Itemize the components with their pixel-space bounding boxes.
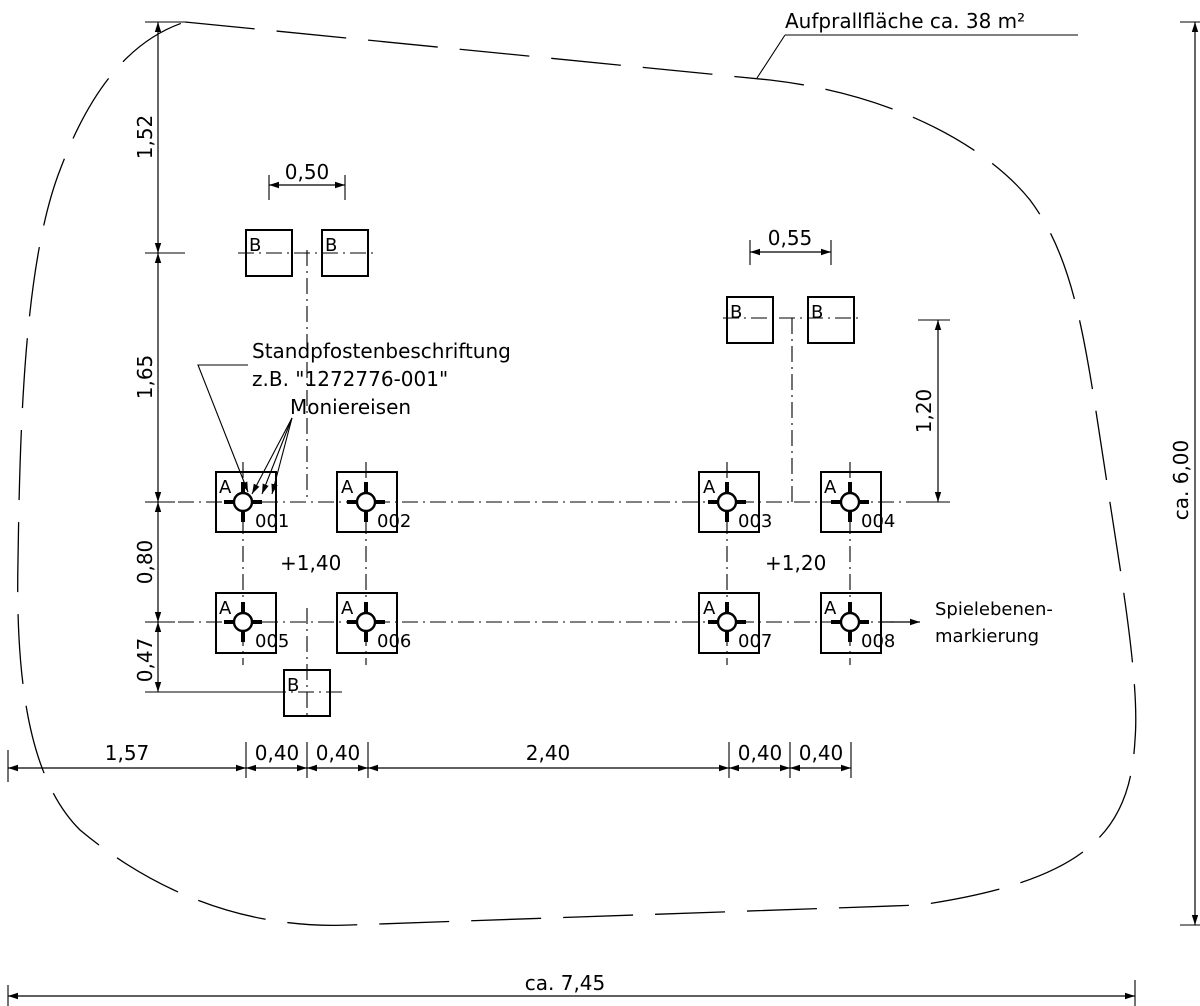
height-right: +1,20 (765, 551, 826, 575)
impact-area-label: Aufprallfläche ca. 38 m² (785, 9, 1025, 33)
post-number: 001 (255, 511, 289, 532)
dim-v-right: 1,20 (912, 389, 936, 434)
dim-total-height: ca. 6,00 (1169, 440, 1193, 521)
total-height-dimension: ca. 6,00 (1169, 21, 1200, 926)
b-marker-label: B (249, 235, 261, 256)
leader-lines (197, 34, 1078, 626)
dim-h-2: 0,40 (255, 741, 300, 765)
impact-area-outline (17, 21, 1137, 926)
dim-h-6: 0,40 (799, 741, 844, 765)
post-number: 007 (738, 631, 772, 652)
post-type: A (219, 598, 232, 619)
level-marking-label-1: Spielebenen- (935, 599, 1053, 620)
posts: A 001 A 002 A 003 A 004 (215, 471, 895, 654)
horizontal-dimension-chain: 1,57 0,40 0,40 2,40 0,40 0,40 (7, 741, 852, 782)
post-number: 005 (255, 631, 289, 652)
post-label-annotation: Standpfostenbeschriftung (252, 339, 511, 363)
dim-v-top: 1,52 (133, 115, 157, 160)
post-003: A 003 (698, 471, 772, 533)
post-007: A 007 (698, 592, 772, 654)
right-vertical-dimension: 1,20 (912, 319, 950, 503)
dim-h-1: 1,57 (105, 741, 150, 765)
annotations: Aufprallfläche ca. 38 m² Standpfostenbes… (252, 9, 1053, 647)
post-number: 002 (377, 511, 411, 532)
post-005: A 005 (215, 592, 289, 654)
dim-h-5: 0,40 (738, 741, 783, 765)
post-number: 003 (738, 511, 772, 532)
post-label-example: z.B. "1272776-001" (252, 367, 448, 391)
post-type: A (341, 477, 354, 498)
b-marker-label: B (730, 302, 742, 323)
post-type: A (824, 477, 837, 498)
b-markers: B B B B B (245, 229, 855, 717)
b-marker: B (726, 296, 774, 344)
rebar-label: Moniereisen (290, 395, 411, 419)
level-marking-label-2: markierung (935, 626, 1039, 647)
b-marker: B (807, 296, 855, 344)
b-marker: B (245, 229, 293, 277)
b-marker-label: B (287, 675, 299, 696)
dim-v-mid: 1,65 (133, 355, 157, 400)
post-number: 004 (861, 511, 895, 532)
b-marker-label: B (811, 302, 823, 323)
dim-v-bottom: 0,47 (133, 638, 157, 683)
post-type: A (824, 598, 837, 619)
post-type: A (703, 477, 716, 498)
dim-width-b-right: 0,55 (768, 226, 813, 250)
post-006: A 006 (336, 592, 411, 654)
post-number: 008 (861, 631, 895, 652)
height-left: +1,40 (280, 551, 341, 575)
post-002: A 002 (336, 471, 411, 533)
dim-h-4: 2,40 (526, 741, 571, 765)
post-004: A 004 (820, 471, 895, 533)
dim-total-width: ca. 7,45 (525, 971, 606, 995)
post-001: A 001 (215, 471, 289, 533)
post-type: A (341, 598, 354, 619)
b-marker: B (283, 669, 331, 717)
dim-width-b-left: 0,50 (285, 160, 330, 184)
post-type: A (703, 598, 716, 619)
b-marker-label: B (325, 235, 337, 256)
left-vertical-dimensions: 1,52 1,65 0,80 0,47 (133, 21, 270, 693)
post-number: 006 (377, 631, 411, 652)
post-type: A (219, 477, 232, 498)
post-008: A 008 (820, 592, 895, 654)
b-marker: B (321, 229, 369, 277)
dim-h-3: 0,40 (316, 741, 361, 765)
total-width-dimension: ca. 7,45 (7, 971, 1136, 1006)
dim-v-row: 0,80 (133, 540, 157, 585)
b-spacing-dimensions: 0,50 0,55 (268, 160, 832, 265)
